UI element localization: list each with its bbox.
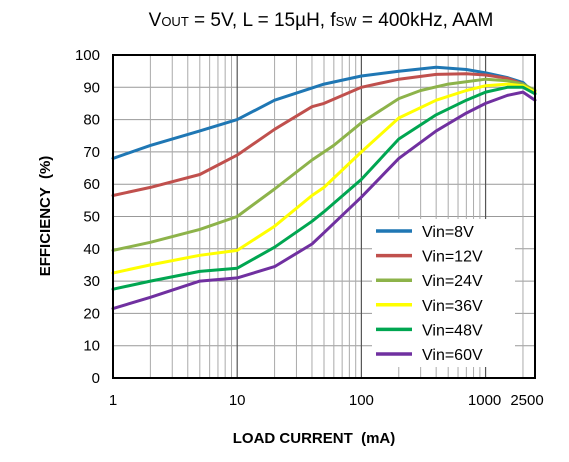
x-tick-label: 1 [109, 392, 117, 409]
y-tick-label: 90 [83, 79, 100, 96]
series-line-vin-36v [111, 82, 537, 275]
series-line-vin-24v [111, 77, 537, 252]
series-line-vin-48v [111, 85, 537, 291]
title-part: V [149, 10, 162, 31]
y-tick-label: 30 [83, 273, 100, 290]
y-tick-label: 0 [92, 370, 100, 387]
y-axis-label: EFFICIENCY (%) [37, 156, 54, 277]
x-tick-label: 10 [229, 392, 246, 409]
legend-entry: Vin=24V [422, 273, 483, 290]
y-tick-label: 80 [83, 112, 100, 129]
title-part: SW [336, 14, 358, 29]
x-tick-label: 2500 [510, 392, 543, 409]
title-part: = 5V, L = 15µH, f [189, 10, 337, 31]
legend-entry: Vin=48V [422, 322, 483, 339]
legend-entry: Vin=8V [422, 224, 474, 241]
legend-entry: Vin=12V [422, 249, 483, 266]
legend-entry: Vin=36V [422, 298, 483, 315]
chart-title: VOUT = 5V, L = 15µH, fSW = 400kHz, AAM [149, 10, 494, 31]
title-part: = 400kHz, AAM [357, 10, 494, 31]
legend: Vin=8V Vin=12V Vin=24V Vin=36V Vin=48V Vin=60… [372, 219, 515, 367]
legend-box [372, 219, 515, 367]
plot-frame [112, 54, 536, 379]
y-tick-label: 40 [83, 241, 100, 258]
x-axis-label: LOAD CURRENT (mA) [233, 430, 396, 447]
x-tick-labels: 1 10 100 1000 2500 [109, 392, 544, 409]
x-tick-label: 100 [349, 392, 374, 409]
y-tick-label: 50 [83, 209, 100, 226]
x-tick-label: 1000 [468, 392, 501, 409]
y-tick-label: 100 [75, 47, 100, 64]
title-part: OUT [161, 14, 189, 29]
y-tick-label: 70 [83, 144, 100, 161]
legend-entry: Vin=60V [422, 347, 483, 364]
y-tick-labels: 0 10 20 30 40 50 60 70 80 90 100 [75, 47, 100, 387]
series-layer [111, 65, 537, 311]
y-tick-label: 20 [83, 305, 100, 322]
series-line-vin-12v [111, 72, 537, 197]
series-line-vin-60v [111, 90, 537, 311]
y-tick-label: 10 [83, 338, 100, 355]
y-tick-label: 60 [83, 176, 100, 193]
